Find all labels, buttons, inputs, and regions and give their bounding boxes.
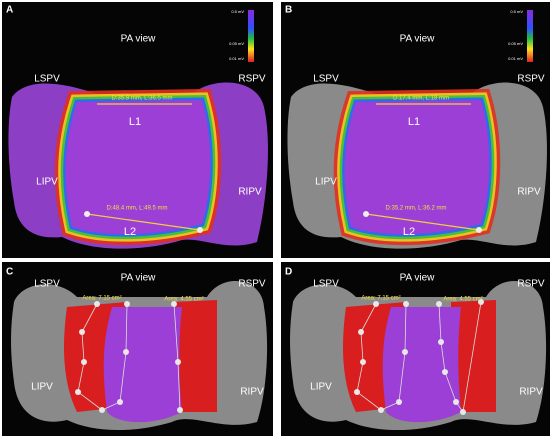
endpoint (363, 211, 369, 217)
low-voltage-area (344, 100, 490, 235)
ablation-point (396, 399, 402, 405)
ablation-point (436, 301, 442, 307)
panel: 0.5 mV 0.05 mV 0.01 mV D:17.4 mm, L:18 mm D:… (281, 2, 550, 258)
scale-label: 0.5 mV (510, 9, 523, 14)
measurement: D:48.4 mm, L:49.5 mm (106, 206, 167, 212)
line-l2 (86, 213, 201, 231)
panel-letter: C (6, 267, 13, 278)
panel: Area: 7.15 cm² Area: 4.55 cm² D PA view LSPV… (281, 262, 550, 436)
vein-label: RSPV (517, 74, 545, 85)
line-label: L2 (124, 226, 136, 238)
ablation-point (177, 407, 183, 413)
ablation-point (124, 301, 130, 307)
low-voltage-area (103, 307, 182, 423)
ablation-point (373, 301, 379, 307)
scale-label: 0.01 mV (229, 56, 244, 61)
endpoint (84, 211, 90, 217)
ablation-point (403, 301, 409, 307)
vein-label: RIPV (240, 387, 264, 398)
ablation-point (99, 407, 105, 413)
ablation-point (117, 399, 123, 405)
vein-label: RSPV (517, 279, 545, 290)
ablation-line (356, 303, 407, 411)
low-voltage-area (382, 307, 461, 423)
vein-label: LIPV (315, 177, 337, 188)
color-scale (248, 10, 254, 62)
panel-letter: A (6, 5, 13, 16)
view-label: PA view (121, 34, 157, 45)
vein-label: RSPV (238, 74, 266, 85)
vein-label: LIPV (36, 177, 58, 188)
ablation-point (442, 369, 448, 375)
ablation-point (402, 349, 408, 355)
measurement: D:35.2 mm, L:36.2 mm (385, 206, 446, 212)
panel: Area: 7.15 cm² Area: 4.55 cm² C PA view LSPV… (2, 262, 273, 436)
vein-label: RIPV (517, 187, 541, 198)
vein-label: LSPV (34, 279, 60, 290)
ablation-point (75, 389, 81, 395)
area-label: Area: 4.55 cm² (443, 297, 482, 303)
area-label: Area: 4.55 cm² (164, 297, 203, 303)
scale-label: 0.05 mV (229, 41, 244, 46)
view-label: PA view (121, 273, 157, 284)
view-label: PA view (400, 34, 436, 45)
endpoint (197, 227, 203, 233)
ablation-point (354, 389, 360, 395)
vein-label: LIPV (310, 382, 332, 393)
ablation-point (81, 359, 87, 365)
vein-label: LIPV (31, 382, 53, 393)
view-label: PA view (400, 273, 436, 284)
ablation-line (438, 301, 482, 414)
line-l2 (365, 213, 480, 231)
ablation-point (79, 329, 85, 335)
scar-region (451, 300, 496, 412)
ablation-point (123, 349, 129, 355)
ablation-point (438, 339, 444, 345)
vein-label: RIPV (238, 187, 262, 198)
endpoint (476, 227, 482, 233)
vein-label: LSPV (313, 74, 339, 85)
area-label: Area: 7.15 cm² (82, 296, 121, 302)
line-label: L1 (408, 116, 420, 128)
vein-label: LSPV (34, 74, 60, 85)
scale-label: 0.05 mV (508, 41, 523, 46)
vein-label: RSPV (238, 279, 266, 290)
line-label: L2 (403, 226, 415, 238)
area-label: Area: 7.15 cm² (361, 296, 400, 302)
measurement: D:17.4 mm, L:18 mm (393, 96, 449, 102)
scale-label: 0.01 mV (508, 56, 523, 61)
panel-letter: B (285, 5, 292, 16)
measurement: D:35.8 mm, L:36.5 mm (111, 96, 172, 102)
ablation-point (175, 359, 181, 365)
scar-region (172, 300, 217, 412)
panel-letter: D (285, 267, 292, 278)
scale-label: 0.5 mV (231, 9, 244, 14)
ablation-point (360, 359, 366, 365)
vein-label: LSPV (313, 279, 339, 290)
ablation-line (77, 303, 128, 411)
ablation-point (453, 399, 459, 405)
ablation-point (171, 301, 177, 307)
line-label: L1 (129, 116, 141, 128)
ablation-point (460, 409, 466, 415)
ablation-point (94, 301, 100, 307)
ablation-point (358, 329, 364, 335)
color-scale (527, 10, 533, 62)
ablation-point (478, 299, 484, 305)
ablation-point (378, 407, 384, 413)
low-voltage-area (65, 100, 211, 235)
vein-label: RIPV (519, 387, 543, 398)
panel: 0.5 mV 0.05 mV 0.01 mV D:35.8 mm, L:36.5 mm… (2, 2, 273, 258)
